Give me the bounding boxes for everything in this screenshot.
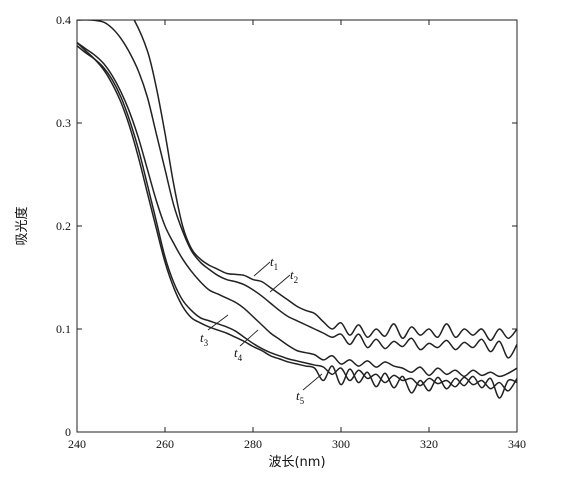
x-tick-label: 240 xyxy=(68,437,86,451)
series-label-subscript: 2 xyxy=(294,275,299,285)
series-leader-line xyxy=(239,329,259,347)
series-leader-line xyxy=(207,314,229,331)
y-axis: 0 0.1 0.2 0.3 0.4 xyxy=(56,13,517,439)
y-tick-label: 0.4 xyxy=(56,13,71,27)
series-line-t1 xyxy=(133,20,517,342)
series-label-main: t xyxy=(290,267,294,282)
series-line-t4 xyxy=(77,45,517,392)
y-tick-label: 0 xyxy=(65,425,71,439)
series-label-subscript: 1 xyxy=(274,262,279,272)
series-line-t2 xyxy=(77,20,517,359)
series-line-t5 xyxy=(77,41,517,399)
series-label-subscript: 4 xyxy=(238,353,243,363)
series-label-main: t xyxy=(296,388,300,403)
series-label-subscript: 3 xyxy=(204,338,209,348)
series-label-t2: t2 xyxy=(290,267,298,285)
plot-series xyxy=(77,20,517,399)
series-label-main: t xyxy=(200,330,204,345)
series-label-t5: t5 xyxy=(296,388,305,406)
x-tick-label: 280 xyxy=(244,437,262,451)
series-leader-line xyxy=(302,373,323,391)
y-tick-label: 0.3 xyxy=(56,116,71,130)
series-leader-line xyxy=(269,274,291,293)
x-axis: 240 260 280 300 320 340 xyxy=(68,20,526,451)
x-tick-label: 320 xyxy=(420,437,438,451)
series-label-main: t xyxy=(234,345,238,360)
series-label-t1: t1 xyxy=(270,254,278,272)
series-label-t3: t3 xyxy=(200,330,209,348)
x-tick-label: 340 xyxy=(508,437,526,451)
series-label-t4: t4 xyxy=(234,345,243,363)
x-tick-label: 260 xyxy=(156,437,174,451)
series-leader-line xyxy=(253,261,271,277)
series-label-main: t xyxy=(270,254,274,269)
y-tick-label: 0.1 xyxy=(56,322,71,336)
y-axis-title: 吸光度 xyxy=(14,206,30,245)
series-line-t3 xyxy=(77,41,517,378)
y-tick-label: 0.2 xyxy=(56,219,71,233)
series-label-subscript: 5 xyxy=(300,396,305,406)
x-tick-label: 300 xyxy=(332,437,350,451)
x-axis-title: 波长(nm) xyxy=(268,455,325,470)
